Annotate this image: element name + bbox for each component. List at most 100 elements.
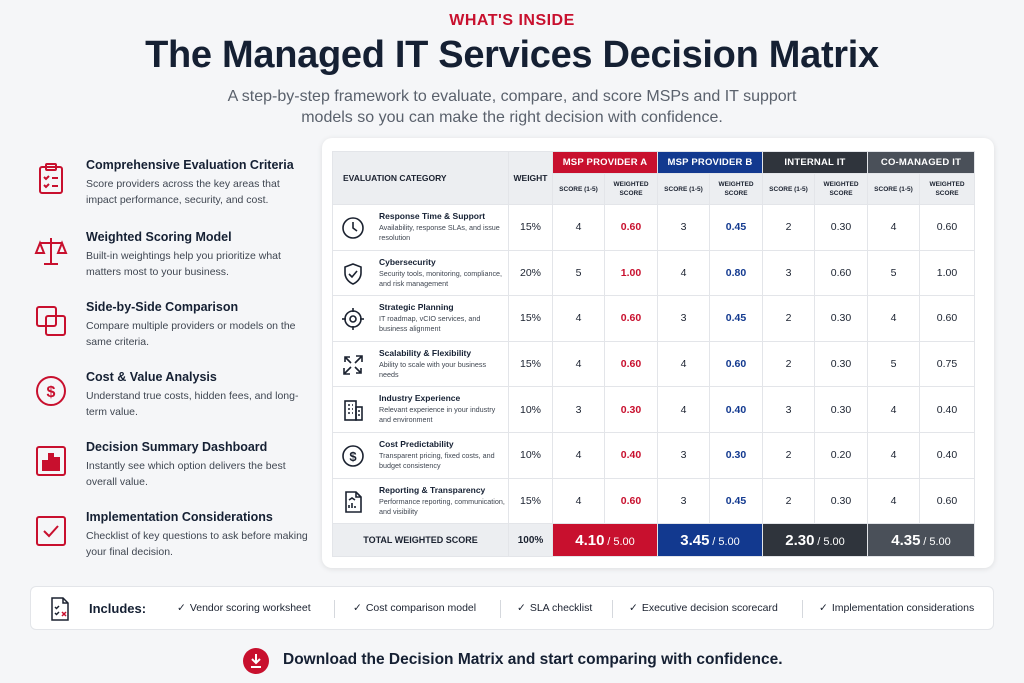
feature-item: Decision Summary Dashboard Instantly see… <box>32 440 312 504</box>
category-cell: Industry Experience Relevant experience … <box>332 386 509 433</box>
score-cell: 2 <box>762 477 815 525</box>
feature-item: Implementation Considerations Checklist … <box>32 510 312 574</box>
check-icon: ✓ <box>177 602 186 614</box>
divider <box>500 600 501 618</box>
score-cell: 2 <box>762 431 815 479</box>
weighted-cell: 0.60 <box>604 477 658 525</box>
weighted-cell: 0.30 <box>814 386 868 433</box>
report-icon <box>341 490 365 514</box>
include-item: ✓ Executive decision scorecard <box>629 602 778 614</box>
provider-header-b: MSP PROVIDER B <box>657 151 763 174</box>
weight-cell: 15% <box>508 295 553 342</box>
feature-desc: Compare multiple providers or models on … <box>86 320 296 348</box>
download-cta-text[interactable]: Download the Decision Matrix and start c… <box>283 651 783 668</box>
feature-item: Weighted Scoring Model Built-in weightin… <box>32 230 312 294</box>
provider-header-a: MSP PROVIDER A <box>552 151 658 174</box>
weighted-cell: 0.45 <box>709 295 763 342</box>
category-desc: Availability, response SLAs, and issue r… <box>379 223 500 242</box>
include-item-label: Implementation considerations <box>831 602 975 614</box>
category-desc: Ability to scale with your business need… <box>379 359 487 379</box>
score-subheader: SCORE (1-5) <box>552 173 605 205</box>
include-item-label: Vendor scoring worksheet <box>189 602 311 614</box>
feature-title: Side-by-Side Comparison <box>86 300 239 314</box>
total-weight: 100% <box>508 523 553 558</box>
checklist-clipboard-icon <box>34 162 68 196</box>
category-title: Strategic Planning <box>379 302 454 313</box>
score-cell: 2 <box>762 340 815 388</box>
weighted-cell: 0.60 <box>604 204 658 251</box>
category-title: Cost Predictability <box>379 438 454 449</box>
weighted-cell: 0.40 <box>709 386 763 433</box>
weighted-cell: 0.60 <box>814 249 868 297</box>
weight-cell: 10% <box>508 431 553 479</box>
score-subheader: SCORE (1-5) <box>762 173 815 205</box>
scales-icon <box>34 234 68 268</box>
divider <box>612 600 613 618</box>
weighted-cell: 0.20 <box>814 431 868 479</box>
score-cell: 3 <box>657 477 710 525</box>
total-score-internal: 2.30 / 5.00 <box>762 523 868 558</box>
check-icon: ✓ <box>629 602 638 614</box>
weighted-cell: 0.30 <box>814 204 868 251</box>
weight-cell: 10% <box>508 386 553 433</box>
feature-desc: Instantly see which option delivers the … <box>86 460 286 488</box>
feature-item: $ Cost & Value Analysis Understand true … <box>32 370 312 434</box>
score-cell: 4 <box>552 477 605 525</box>
checklist-doc-icon <box>47 596 73 622</box>
weighted-cell: 0.30 <box>709 431 763 479</box>
category-title: Reporting & Transparency <box>379 484 486 495</box>
total-out-of: / 5.00 <box>607 535 635 548</box>
weighted-cell: 0.60 <box>919 477 975 525</box>
weighted-cell: 0.40 <box>919 431 975 479</box>
svg-text:$: $ <box>47 384 56 401</box>
include-item-label: Executive decision scorecard <box>641 602 778 614</box>
feature-title: Cost & Value Analysis <box>86 370 217 384</box>
building-icon <box>341 398 365 422</box>
weighted-cell: 0.80 <box>709 249 763 297</box>
category-title: Response Time & Support <box>379 211 486 221</box>
score-cell: 3 <box>657 204 710 251</box>
category-desc: Transparent pricing, fixed costs, and bu… <box>379 450 495 470</box>
category-title: Industry Experience <box>379 393 461 404</box>
feature-title: Decision Summary Dashboard <box>86 440 268 454</box>
score-cell: 4 <box>552 340 605 388</box>
table-row: Response Time & Support Availability, re… <box>332 204 975 251</box>
weighted-cell: 0.30 <box>814 295 868 342</box>
score-cell: 4 <box>867 431 920 479</box>
checkbox-icon <box>34 514 68 548</box>
weighted-cell: 0.40 <box>919 386 975 433</box>
shield-check-icon <box>341 262 365 286</box>
feature-item: Comprehensive Evaluation Criteria Score … <box>32 158 312 222</box>
score-cell: 2 <box>762 204 815 251</box>
target-icon <box>341 307 365 331</box>
weighted-subheader: WEIGHTED SCORE <box>709 173 763 205</box>
feature-desc: Score providers across the key areas tha… <box>86 178 280 206</box>
check-icon: ✓ <box>517 602 526 614</box>
table-row: $ Cost Predictability Transparent pricin… <box>332 431 975 479</box>
category-title: Scalability & Flexibility <box>379 347 472 358</box>
eval-category-header: EVALUATION CATEGORY <box>332 151 509 205</box>
download-cta[interactable]: Download the Decision Matrix and start c… <box>243 648 803 674</box>
include-item: ✓ SLA checklist <box>517 602 592 614</box>
weighted-cell: 0.30 <box>814 477 868 525</box>
category-desc: Security tools, monitoring, compliance, … <box>379 268 503 288</box>
feature-title: Implementation Considerations <box>86 510 273 524</box>
category-desc: Performance reporting, communication, an… <box>379 496 505 516</box>
decision-matrix-card: EVALUATION CATEGORY WEIGHT MSP PROVIDER … <box>322 138 994 568</box>
weighted-cell: 0.60 <box>919 204 975 251</box>
provider-header-comanaged: CO-MANAGED IT <box>867 151 975 174</box>
category-cell: Strategic Planning IT roadmap, vCIO serv… <box>332 295 509 342</box>
dollar-circle-icon: $ <box>34 374 68 408</box>
score-cell: 3 <box>657 431 710 479</box>
weighted-cell: 0.75 <box>919 340 975 388</box>
weight-cell: 15% <box>508 204 553 251</box>
check-icon: ✓ <box>353 602 362 614</box>
weighted-cell: 0.45 <box>709 204 763 251</box>
eyebrow: WHAT'S INSIDE <box>449 12 575 29</box>
download-icon[interactable] <box>243 648 269 674</box>
score-cell: 4 <box>552 431 605 479</box>
category-cell: Scalability & Flexibility Ability to sca… <box>332 340 509 388</box>
total-score-value: 3.45 <box>680 531 710 549</box>
feature-desc: Built-in weightings help you prioritize … <box>86 250 281 278</box>
divider <box>802 600 803 618</box>
